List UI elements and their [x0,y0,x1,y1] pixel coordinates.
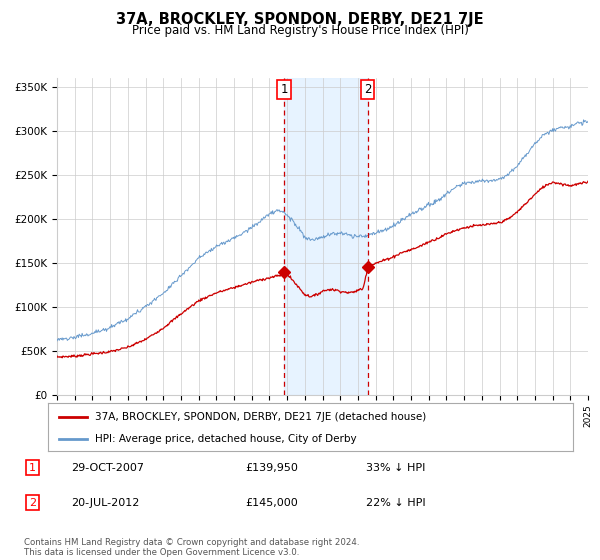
Text: £139,950: £139,950 [245,463,298,473]
Text: 37A, BROCKLEY, SPONDON, DERBY, DE21 7JE: 37A, BROCKLEY, SPONDON, DERBY, DE21 7JE [116,12,484,27]
Text: 33% ↓ HPI: 33% ↓ HPI [366,463,425,473]
Text: Price paid vs. HM Land Registry's House Price Index (HPI): Price paid vs. HM Land Registry's House … [131,24,469,36]
Text: 20-JUL-2012: 20-JUL-2012 [71,498,139,507]
Bar [284,78,368,395]
Text: HPI: Average price, detached house, City of Derby: HPI: Average price, detached house, City… [95,434,357,444]
Text: 2: 2 [364,83,371,96]
Text: 22% ↓ HPI: 22% ↓ HPI [366,498,426,507]
Text: 29-OCT-2007: 29-OCT-2007 [71,463,144,473]
Text: 1: 1 [280,83,288,96]
Text: 1: 1 [29,463,36,473]
Text: Contains HM Land Registry data © Crown copyright and database right 2024.
This d: Contains HM Land Registry data © Crown c… [24,538,359,557]
Text: £145,000: £145,000 [245,498,298,507]
Text: 37A, BROCKLEY, SPONDON, DERBY, DE21 7JE (detached house): 37A, BROCKLEY, SPONDON, DERBY, DE21 7JE … [95,412,427,422]
Text: 2: 2 [29,498,36,507]
